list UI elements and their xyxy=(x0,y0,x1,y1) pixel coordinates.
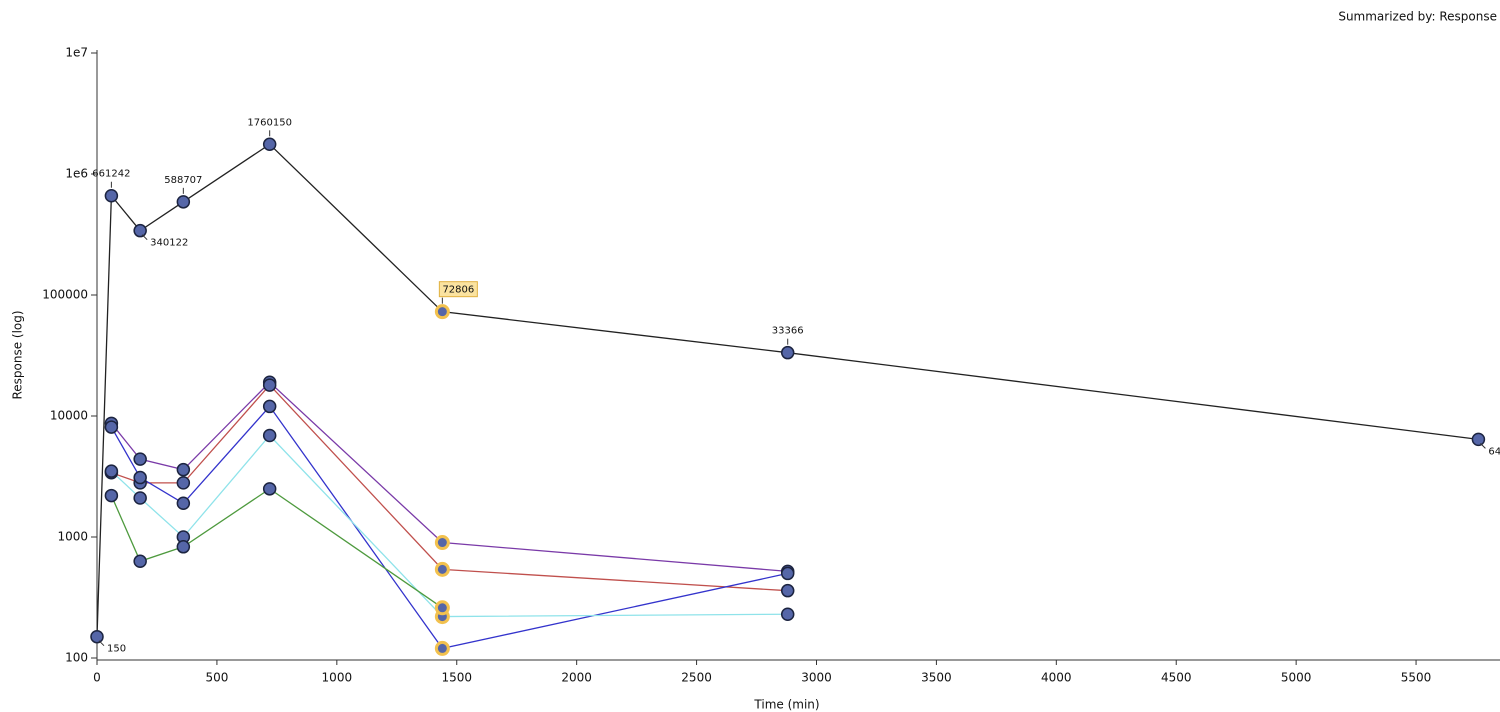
y-tick-label: 1e7 xyxy=(65,46,88,60)
x-tick-label: 500 xyxy=(205,671,228,685)
data-point xyxy=(133,223,147,238)
data-point xyxy=(133,452,147,466)
chart-title: Summarized by: Response xyxy=(1338,10,1497,24)
data-point xyxy=(262,378,277,392)
data-point xyxy=(104,488,119,503)
x-tick-label: 3500 xyxy=(921,671,952,685)
x-tick-label: 5500 xyxy=(1401,671,1432,685)
label-leader xyxy=(1480,443,1486,449)
data-point xyxy=(780,583,795,598)
data-label: 1760150 xyxy=(247,117,292,128)
data-point xyxy=(133,491,147,505)
data-point xyxy=(90,629,104,644)
x-tick-label: 4500 xyxy=(1161,671,1192,685)
data-point xyxy=(176,540,191,554)
data-point xyxy=(104,188,119,203)
x-tick-label: 1500 xyxy=(441,671,472,685)
data-point xyxy=(104,464,119,478)
y-tick-label: 1e6 xyxy=(65,167,88,181)
data-label: 588707 xyxy=(164,175,202,186)
label-leader xyxy=(141,234,148,241)
data-point xyxy=(780,607,795,621)
data-point xyxy=(434,535,450,551)
data-point xyxy=(176,476,191,490)
label-leader xyxy=(98,640,105,647)
data-point xyxy=(434,304,450,320)
data-point xyxy=(262,482,277,496)
x-tick-label: 2000 xyxy=(561,671,592,685)
y-tick-label: 1000 xyxy=(57,530,88,544)
data-label: 150 xyxy=(107,644,126,655)
data-point xyxy=(780,345,795,360)
series-line xyxy=(110,381,788,573)
data-point xyxy=(262,428,277,443)
data-point xyxy=(176,496,191,511)
series-line xyxy=(96,143,1479,637)
data-point xyxy=(133,554,147,569)
data-label: 661242 xyxy=(92,169,130,180)
data-point xyxy=(176,462,191,477)
data-point xyxy=(434,600,450,616)
data-point xyxy=(434,640,450,656)
x-tick-label: 3000 xyxy=(801,671,832,685)
data-point xyxy=(434,561,450,577)
data-label: 6410 xyxy=(1488,446,1500,457)
x-tick-label: 4000 xyxy=(1041,671,1072,685)
label-highlight xyxy=(438,281,478,298)
series-line xyxy=(110,434,788,618)
series-line xyxy=(110,488,443,609)
data-point xyxy=(176,195,191,209)
series-line xyxy=(111,384,788,592)
data-point xyxy=(262,399,277,414)
y-tick-label: 100 xyxy=(65,651,88,665)
y-tick-label: 100000 xyxy=(42,288,88,302)
data-point xyxy=(1471,432,1486,447)
series-line xyxy=(110,405,788,650)
y-axis-label: Response (log) xyxy=(11,310,25,399)
data-label: 33366 xyxy=(772,326,804,337)
data-point xyxy=(262,137,277,152)
y-tick-label: 10000 xyxy=(50,409,88,423)
data-point xyxy=(780,566,795,581)
x-axis-label: Time (min) xyxy=(753,698,819,712)
data-label: 340122 xyxy=(150,238,188,249)
x-tick-label: 0 xyxy=(93,671,101,685)
data-point xyxy=(133,470,147,485)
x-tick-label: 5000 xyxy=(1281,671,1312,685)
x-tick-label: 1000 xyxy=(322,671,353,685)
data-label: 72806 xyxy=(442,285,474,296)
x-tick-label: 2500 xyxy=(681,671,712,685)
data-point xyxy=(104,420,119,434)
